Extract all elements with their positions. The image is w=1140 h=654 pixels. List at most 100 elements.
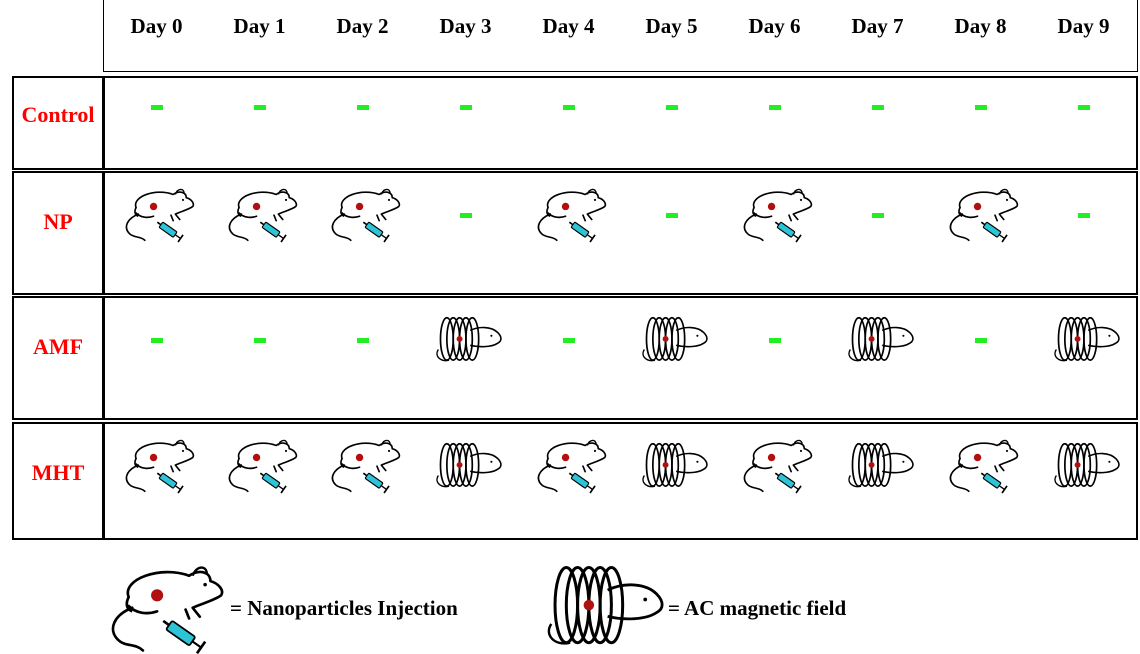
schedule-cell <box>105 424 208 538</box>
magnetic-coil-icon <box>642 442 708 488</box>
row-label-cell: NP <box>14 173 105 293</box>
no-treatment-dash <box>563 338 575 343</box>
magnetic-coil-icon <box>436 442 502 488</box>
magnetic-coil-icon <box>848 316 914 362</box>
row-label: MHT <box>31 460 85 485</box>
row-label: NP <box>43 209 73 234</box>
no-treatment-dash <box>151 105 163 110</box>
mouse-injection-icon <box>949 439 1019 494</box>
day-label: Day 1 <box>233 14 286 38</box>
legend-magnetic-text: = AC magnetic field <box>668 596 847 620</box>
no-treatment-dash <box>1078 213 1090 218</box>
legend-injection-text: = Nanoparticles Injection <box>230 596 458 620</box>
magnetic-coil-icon <box>547 566 664 645</box>
schedule-cell <box>620 424 723 538</box>
schedule-cell <box>105 298 208 418</box>
schedule-cell <box>723 298 826 418</box>
no-treatment-dash <box>460 213 472 218</box>
schedule-cell <box>208 173 311 293</box>
day-label: Day 4 <box>542 14 595 38</box>
schedule-cell <box>311 173 414 293</box>
mouse-injection-icon <box>125 188 195 243</box>
schedule-cell <box>311 78 414 168</box>
schedule-cell <box>723 173 826 293</box>
no-treatment-dash <box>254 105 266 110</box>
mouse-injection-icon <box>949 188 1019 243</box>
schedule-cell <box>414 173 517 293</box>
no-treatment-dash <box>975 105 987 110</box>
magnetic-coil-icon <box>1054 442 1120 488</box>
no-treatment-dash <box>563 105 575 110</box>
mouse-injection-icon <box>331 439 401 494</box>
day-label: Day 2 <box>336 14 389 38</box>
table-row: MHT <box>12 422 1138 540</box>
schedule-cell <box>414 424 517 538</box>
no-treatment-dash <box>357 338 369 343</box>
day-label: Day 0 <box>130 14 183 38</box>
row-label-cell: AMF <box>14 298 105 418</box>
mouse-injection-icon <box>537 188 607 243</box>
schedule-cell <box>1032 78 1135 168</box>
no-treatment-dash <box>666 105 678 110</box>
schedule-cell <box>826 298 929 418</box>
day-label: Day 7 <box>851 14 904 38</box>
schedule-cell <box>620 298 723 418</box>
table-row: Control <box>12 76 1138 170</box>
day-label: Day 3 <box>439 14 492 38</box>
magnetic-coil-icon <box>848 442 914 488</box>
no-treatment-dash <box>872 213 884 218</box>
mouse-injection-icon <box>228 188 298 243</box>
magnetic-coil-icon <box>436 316 502 362</box>
no-treatment-dash <box>666 213 678 218</box>
no-treatment-dash <box>1078 105 1090 110</box>
no-treatment-dash <box>357 105 369 110</box>
no-treatment-dash <box>151 338 163 343</box>
day-header <box>103 0 1138 72</box>
schedule-cell <box>620 78 723 168</box>
schedule-cell <box>826 173 929 293</box>
schedule-cell <box>414 298 517 418</box>
schedule-cell <box>208 298 311 418</box>
schedule-cell <box>1032 424 1135 538</box>
mouse-injection-icon <box>228 439 298 494</box>
schedule-cell <box>826 424 929 538</box>
mouse-injection-icon <box>743 188 813 243</box>
no-treatment-dash <box>769 105 781 110</box>
no-treatment-dash <box>254 338 266 343</box>
schedule-cell <box>517 298 620 418</box>
schedule-cell <box>723 424 826 538</box>
schedule-cell <box>1032 173 1135 293</box>
mouse-injection-icon <box>125 439 195 494</box>
day-label: Day 5 <box>645 14 698 38</box>
row-label-cell: MHT <box>14 424 105 538</box>
no-treatment-dash <box>975 338 987 343</box>
row-label: Control <box>21 102 95 127</box>
schedule-cell <box>517 424 620 538</box>
schedule-cell <box>929 424 1032 538</box>
table-row: AMF <box>12 296 1138 420</box>
schedule-cell <box>311 424 414 538</box>
row-label: AMF <box>32 334 84 359</box>
schedule-cell <box>208 424 311 538</box>
schedule-cell <box>723 78 826 168</box>
schedule-cell <box>620 173 723 293</box>
schedule-cell <box>517 173 620 293</box>
table-row: NP <box>12 171 1138 295</box>
row-label-cell: Control <box>14 78 105 168</box>
day-label: Day 8 <box>954 14 1007 38</box>
mouse-injection-icon <box>111 566 224 654</box>
schedule-cell <box>929 78 1032 168</box>
schedule-cell <box>929 173 1032 293</box>
no-treatment-dash <box>460 105 472 110</box>
mouse-injection-icon <box>537 439 607 494</box>
schedule-cell <box>826 78 929 168</box>
magnetic-coil-icon <box>642 316 708 362</box>
day-label: Day 9 <box>1057 14 1110 38</box>
schedule-cell <box>517 78 620 168</box>
no-treatment-dash <box>769 338 781 343</box>
schedule-cell <box>208 78 311 168</box>
schedule-cell <box>414 78 517 168</box>
schedule-cell <box>105 78 208 168</box>
day-label: Day 6 <box>748 14 801 38</box>
schedule-cell <box>311 298 414 418</box>
